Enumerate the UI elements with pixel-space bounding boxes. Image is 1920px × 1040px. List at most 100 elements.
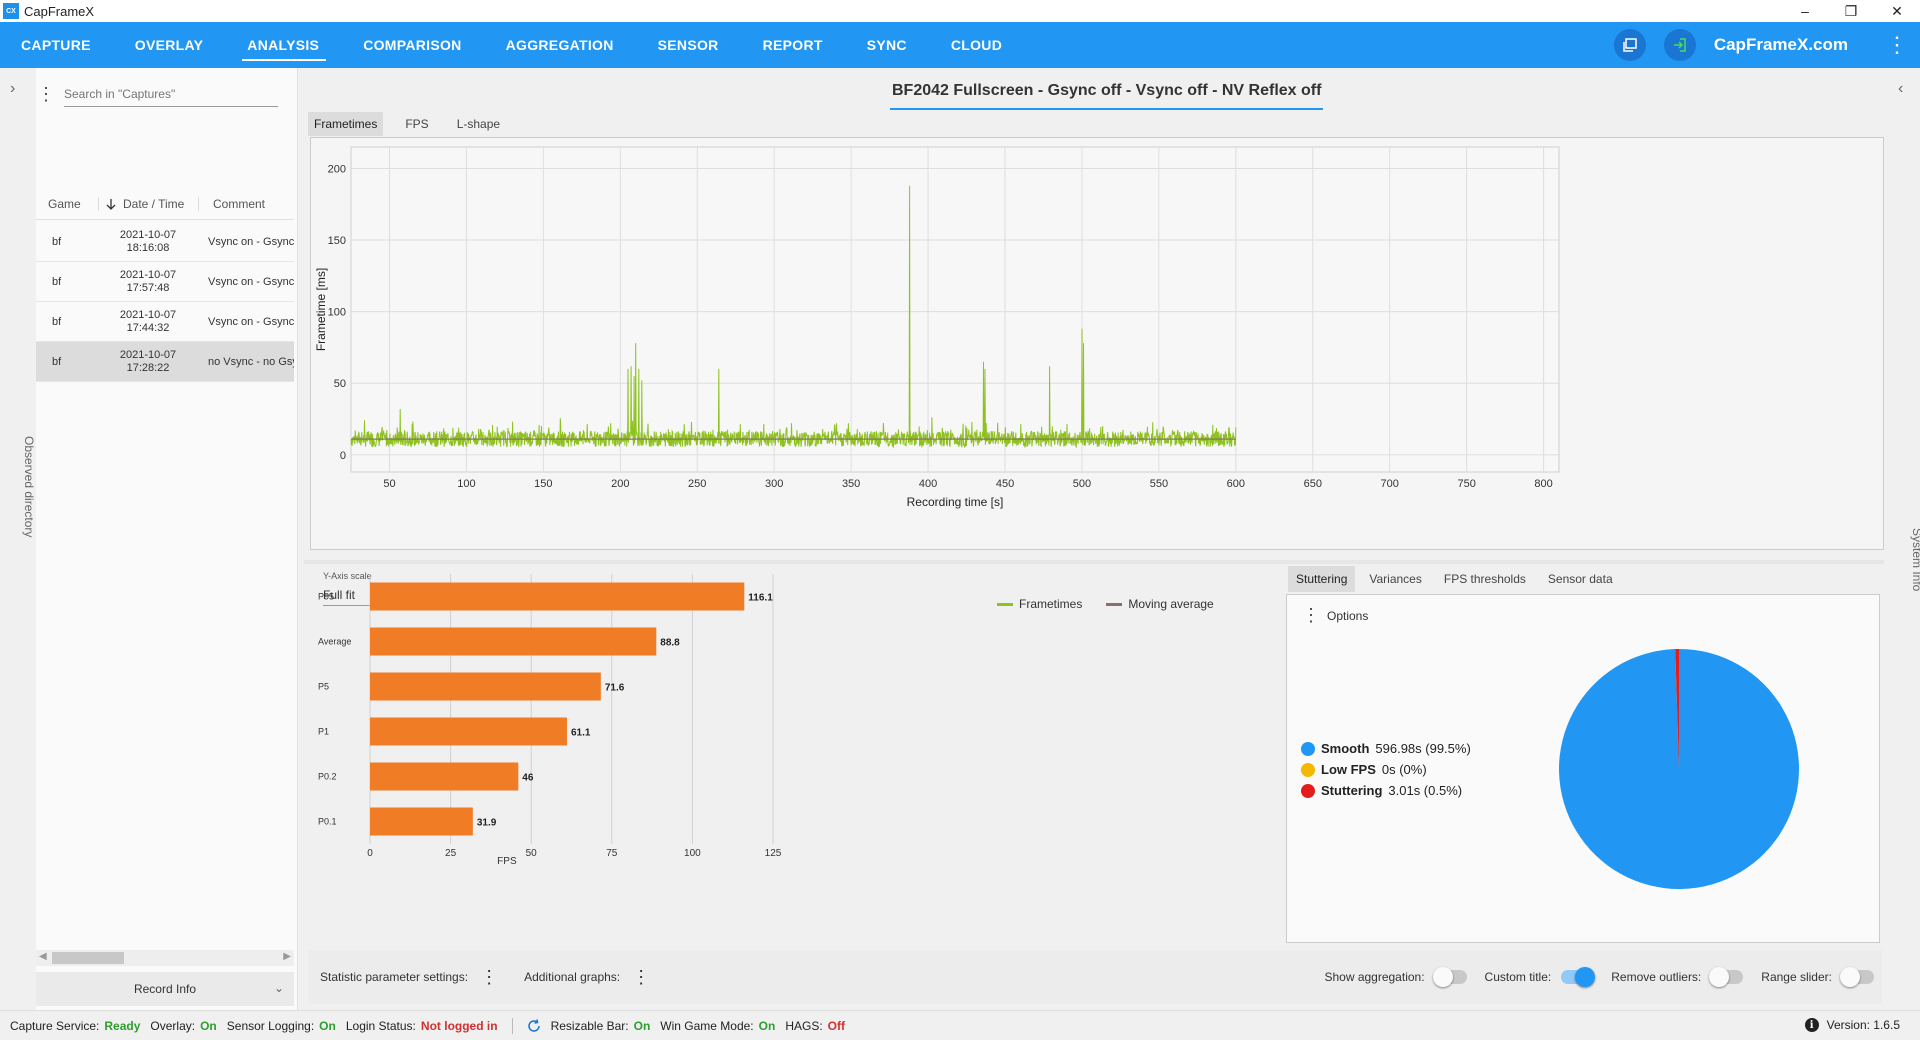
legend-dot xyxy=(1301,762,1315,777)
observed-directory-label: Observed directory xyxy=(22,436,36,538)
status-value: On xyxy=(758,1018,776,1033)
legend-label: Frametimes xyxy=(1019,597,1083,611)
record-info-expander[interactable]: Record Info ⌄ xyxy=(36,972,294,1006)
column-comment[interactable]: Comment xyxy=(198,196,294,211)
capture-row[interactable]: bf 2021-10-07 17:44:32 Vsync on - Gsync xyxy=(36,302,294,342)
screenshot-button[interactable] xyxy=(1613,29,1646,61)
tab-sensor-data[interactable]: Sensor data xyxy=(1547,572,1613,586)
tab-capture[interactable]: CAPTURE xyxy=(21,37,91,53)
remove-outliers-toggle[interactable] xyxy=(1709,967,1744,987)
tab-l-shape[interactable]: L-shape xyxy=(456,117,501,131)
custom-title-toggle[interactable] xyxy=(1561,967,1596,987)
captures-search-input[interactable] xyxy=(64,81,278,107)
tab-variances[interactable]: Variances xyxy=(1369,572,1422,586)
tab-overlay[interactable]: OVERLAY xyxy=(134,37,204,53)
bar-category-label: P1 xyxy=(318,727,329,737)
status-capture-service: Capture Service: Ready xyxy=(10,1019,140,1033)
toggle-label: Show aggregation: xyxy=(1324,970,1425,984)
captures-menu-icon[interactable]: ⋮ xyxy=(37,83,55,104)
tab-analysis[interactable]: ANALYSIS xyxy=(226,22,342,68)
tab-sync[interactable]: SYNC xyxy=(866,37,907,53)
tab-cloud[interactable]: CLOUD xyxy=(950,37,1003,53)
refresh-icon xyxy=(527,1018,540,1032)
show-aggregation-toggle-group: Show aggregation: xyxy=(1324,967,1467,987)
legend-dot xyxy=(1301,741,1315,756)
captures-table-header: Game Date / Time Comment xyxy=(36,188,294,220)
options-kebab-icon[interactable]: ⋮ xyxy=(1302,605,1320,625)
statistic-parameter-settings-label: Statistic parameter settings: xyxy=(320,970,469,984)
info-icon[interactable]: i xyxy=(1804,1018,1819,1032)
show-aggregation-toggle[interactable] xyxy=(1432,967,1467,987)
status-hags: HAGS: Off xyxy=(785,1019,845,1033)
additional-graphs-menu-icon[interactable]: ⋮ xyxy=(632,966,651,987)
capture-date: 2021-10-07 xyxy=(119,348,177,361)
status-label: Win Game Mode: xyxy=(660,1018,754,1033)
tab-report[interactable]: REPORT xyxy=(762,37,823,53)
x-tick-label: 125 xyxy=(765,848,782,859)
capture-date: 2021-10-07 xyxy=(119,228,177,241)
y-tick-label: 100 xyxy=(328,307,346,319)
app-logo-icon: CX xyxy=(3,3,19,19)
legend-item-moving-average[interactable]: Moving average xyxy=(1106,597,1214,611)
status-label: Overlay: xyxy=(150,1018,196,1033)
tab-aggregation[interactable]: AGGREGATION xyxy=(505,37,614,53)
column-game[interactable]: Game xyxy=(48,196,81,211)
minimize-button[interactable]: – xyxy=(1801,3,1809,19)
chevron-left-icon[interactable]: ‹ xyxy=(1898,80,1904,97)
tab-fps-thresholds[interactable]: FPS thresholds xyxy=(1443,572,1526,586)
chevron-right-icon[interactable]: › xyxy=(10,80,16,97)
range-slider-toggle[interactable] xyxy=(1840,967,1874,987)
captures-horizontal-scrollbar[interactable]: ◀ ▶ xyxy=(36,950,294,966)
frametime-series-line xyxy=(350,185,1237,449)
tab-stuttering[interactable]: Stuttering xyxy=(1288,566,1356,592)
capture-time: 17:57:48 xyxy=(126,281,170,294)
restore-button[interactable]: ❐ xyxy=(1844,2,1858,19)
chart-title-input[interactable]: BF2042 Fullscreen - Gsync off - Vsync of… xyxy=(890,82,1324,110)
legend-swatch xyxy=(997,602,1013,606)
plot-area xyxy=(350,146,1560,473)
record-info-label: Record Info xyxy=(133,982,197,996)
x-tick-label: 0 xyxy=(367,848,373,859)
window-titlebar: CX CapFrameX – ❐ ✕ xyxy=(0,0,1920,22)
capture-row-selected[interactable]: bf 2021-10-07 17:28:22 no Vsync - no Gsy… xyxy=(36,342,294,382)
tab-comparison[interactable]: COMPARISON xyxy=(363,37,462,53)
sort-arrow-down-icon xyxy=(106,198,116,210)
capture-row[interactable]: bf 2021-10-07 17:57:48 Vsync on - Gsync xyxy=(36,262,294,302)
frametime-legend: Frametimes Moving average xyxy=(997,597,1238,611)
status-label: Capture Service: xyxy=(10,1018,100,1033)
scroll-right-icon[interactable]: ▶ xyxy=(283,951,291,962)
column-date-time[interactable]: Date / Time xyxy=(98,196,198,211)
legend-swatch xyxy=(1106,602,1123,606)
website-link[interactable]: CapFrameX.com xyxy=(1713,35,1848,54)
scroll-left-icon[interactable]: ◀ xyxy=(39,951,47,962)
status-label: Resizable Bar: xyxy=(550,1018,629,1033)
capture-comment: no Vsync - no Gsync xyxy=(208,355,294,368)
x-tick-label: 50 xyxy=(526,848,538,859)
refresh-status-icon[interactable] xyxy=(527,1018,541,1033)
frametime-chart-panel: 50 100 150 200 250 300 350 400 450 500 550 600 650 70… xyxy=(310,137,1884,611)
y-axis-title: Frametime [ms] xyxy=(314,268,328,351)
scrollbar-thumb[interactable] xyxy=(52,952,124,964)
x-axis-title: Recording time [s] xyxy=(907,495,1004,509)
status-resizable-bar: Resizable Bar: On xyxy=(551,1019,651,1033)
tab-frametimes[interactable]: Frametimes xyxy=(308,112,384,136)
status-login: Login Status: Not logged in xyxy=(346,1019,498,1033)
tab-sensor[interactable]: SENSOR xyxy=(657,37,719,53)
bar xyxy=(370,582,745,611)
system-info-rail[interactable]: ‹ System Info xyxy=(1888,68,1920,1010)
frametime-chart[interactable]: 50 100 150 200 250 300 350 400 450 500 550 600 650 70… xyxy=(311,138,1883,549)
legend-item-smooth: Smooth 596.98s (99.5%) xyxy=(1301,738,1471,759)
capture-row[interactable]: bf 2021-10-07 18:16:08 Vsync on - Gsync xyxy=(36,222,294,262)
options-menu[interactable]: ⋮ Options xyxy=(1301,605,1368,626)
legend-item-frametimes[interactable]: Frametimes xyxy=(997,597,1082,611)
chevron-down-icon: ⌄ xyxy=(273,981,284,995)
statistic-settings-menu-icon[interactable]: ⋮ xyxy=(480,966,499,987)
login-button[interactable] xyxy=(1663,29,1696,61)
observed-directory-rail[interactable]: › Observed directory xyxy=(0,68,36,1010)
close-button[interactable]: ✕ xyxy=(1891,2,1903,19)
bar-category-label: P0.2 xyxy=(318,772,337,782)
analysis-bottom-bar: Statistic parameter settings: ⋮ Addition… xyxy=(308,950,1882,1004)
toggle-label: Remove outliers: xyxy=(1611,970,1702,984)
more-menu-icon[interactable]: ⋮ xyxy=(1886,32,1908,57)
tab-fps[interactable]: FPS xyxy=(405,117,429,131)
